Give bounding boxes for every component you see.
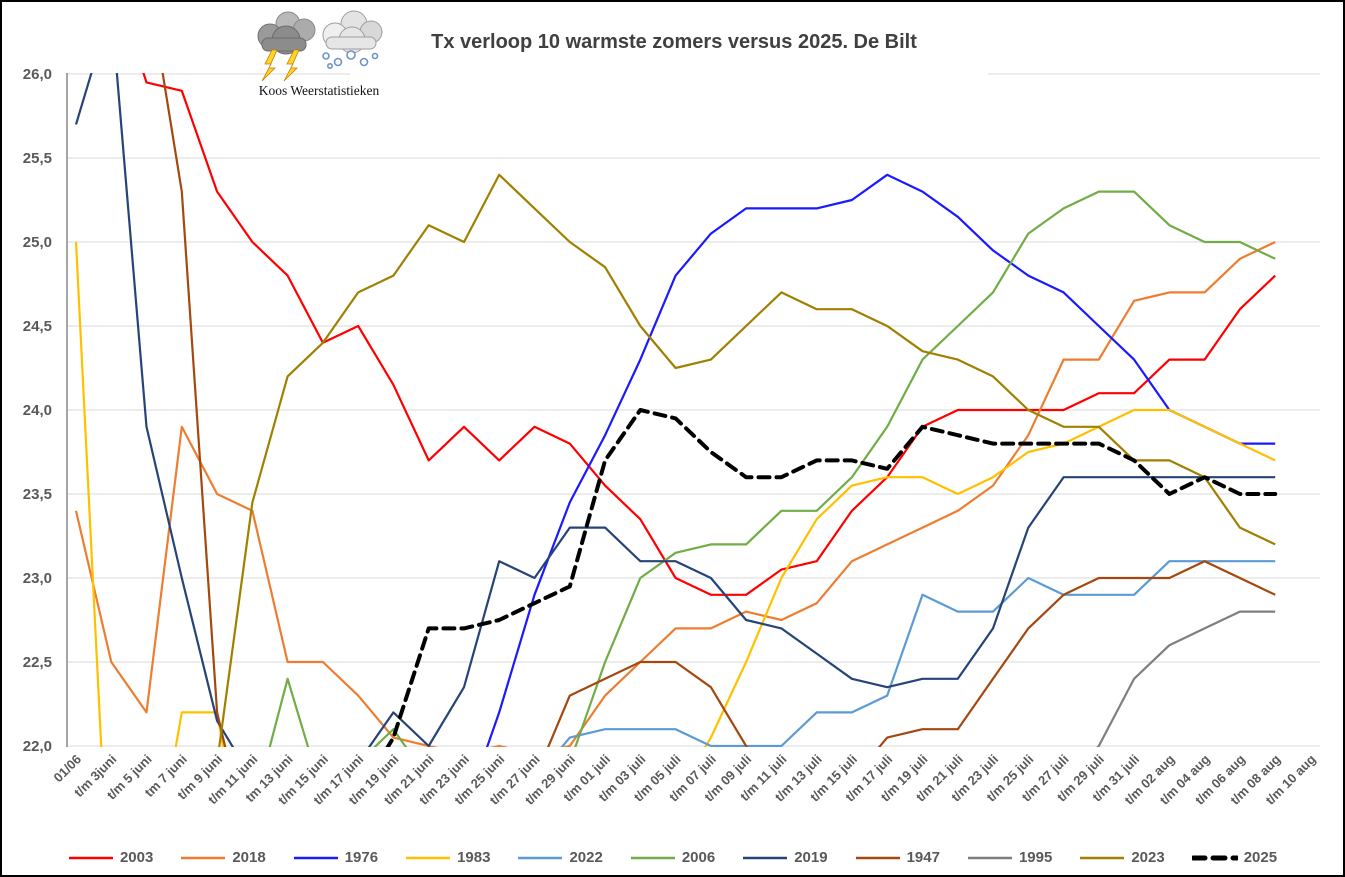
legend-label-2018: 2018 bbox=[232, 849, 266, 866]
legend-item-1983: 1983 bbox=[405, 849, 490, 866]
legend-swatch-1995 bbox=[967, 856, 1012, 859]
legend-item-2022: 2022 bbox=[517, 849, 603, 866]
legend-swatch-2018 bbox=[181, 856, 226, 859]
y-tick-label: 24,5 bbox=[23, 318, 52, 335]
legend-label-2019: 2019 bbox=[794, 849, 828, 866]
legend-item-2019: 2019 bbox=[742, 849, 828, 866]
storm-cloud-lightning-icon bbox=[257, 11, 316, 82]
series-line-1983 bbox=[74, 241, 1276, 747]
y-tick-label: 22,5 bbox=[23, 654, 52, 671]
legend-item-2025: 2025 bbox=[1191, 849, 1278, 866]
legend-swatch-1983 bbox=[406, 856, 451, 859]
legend-item-1995: 1995 bbox=[967, 849, 1052, 866]
chart-legend: 2003 2018 1976 1983 2022 2006 2019 1947 1995 2023… bbox=[2, 849, 1343, 866]
y-tick-label: 22,0 bbox=[23, 738, 52, 755]
y-axis-labels: 26,0 25,5 25,0 24,5 24,0 23,5 23,0 22,5 22,0 bbox=[23, 66, 52, 755]
legend-swatch-2025 bbox=[1191, 855, 1238, 860]
legend-swatch-1947 bbox=[855, 856, 900, 859]
legend-swatch-2006 bbox=[630, 856, 675, 859]
logo-caption: Koos Weerstatistieken bbox=[259, 83, 380, 98]
series-line-1947 bbox=[161, 73, 1276, 747]
series-line-2022 bbox=[560, 560, 1276, 747]
legend-item-1947: 1947 bbox=[855, 849, 940, 866]
legend-label-2025: 2025 bbox=[1243, 849, 1278, 866]
logo: Koos Weerstatistieken bbox=[257, 10, 383, 98]
legend-swatch-2023 bbox=[1080, 856, 1125, 859]
y-tick-label: 24,0 bbox=[23, 402, 52, 419]
series-line-2003 bbox=[142, 73, 1276, 596]
legend-swatch-2003 bbox=[68, 856, 113, 859]
legend-label-2006: 2006 bbox=[681, 849, 716, 866]
y-tick-label: 23,5 bbox=[23, 486, 52, 503]
y-tick-label: 26,0 bbox=[23, 66, 52, 83]
legend-label-2003: 2003 bbox=[119, 849, 154, 866]
series-line-2006 bbox=[268, 190, 1276, 747]
legend-label-1983: 1983 bbox=[457, 849, 491, 866]
series-line-2018 bbox=[74, 241, 1276, 747]
chart-title: Tx verloop 10 warmste zomers versus 2025… bbox=[431, 31, 917, 53]
legend-item-2006: 2006 bbox=[630, 849, 715, 866]
legend-item-1976: 1976 bbox=[293, 849, 378, 866]
series-line-2019 bbox=[74, 73, 1276, 747]
legend-item-2018: 2018 bbox=[180, 849, 266, 866]
y-tick-label: 25,5 bbox=[23, 150, 52, 167]
legend-swatch-2022 bbox=[518, 856, 563, 859]
series-lines bbox=[74, 73, 1278, 747]
y-tick-label: 23,0 bbox=[23, 570, 52, 587]
legend-item-2023: 2023 bbox=[1079, 849, 1165, 866]
legend-swatch-2019 bbox=[743, 856, 788, 859]
series-line-1995 bbox=[1096, 610, 1276, 747]
legend-label-2022: 2022 bbox=[569, 849, 603, 866]
title-panel bbox=[350, 8, 988, 78]
series-line-1976 bbox=[485, 173, 1276, 747]
legend-label-2023: 2023 bbox=[1131, 849, 1165, 866]
series-line-2025 bbox=[385, 408, 1278, 747]
legend-label-1976: 1976 bbox=[344, 849, 379, 866]
y-tick-label: 25,0 bbox=[23, 234, 52, 251]
legend-item-2003: 2003 bbox=[68, 849, 153, 866]
series-line-2023 bbox=[218, 173, 1276, 747]
legend-swatch-1976 bbox=[293, 856, 338, 859]
legend-label-1947: 1947 bbox=[906, 849, 940, 866]
cloud-hail-icon bbox=[322, 10, 383, 69]
legend-label-1995: 1995 bbox=[1018, 849, 1053, 866]
line-chart: 26,0 25,5 25,0 24,5 24,0 23,5 23,0 22,5 22,0 01/… bbox=[23, 8, 1320, 808]
